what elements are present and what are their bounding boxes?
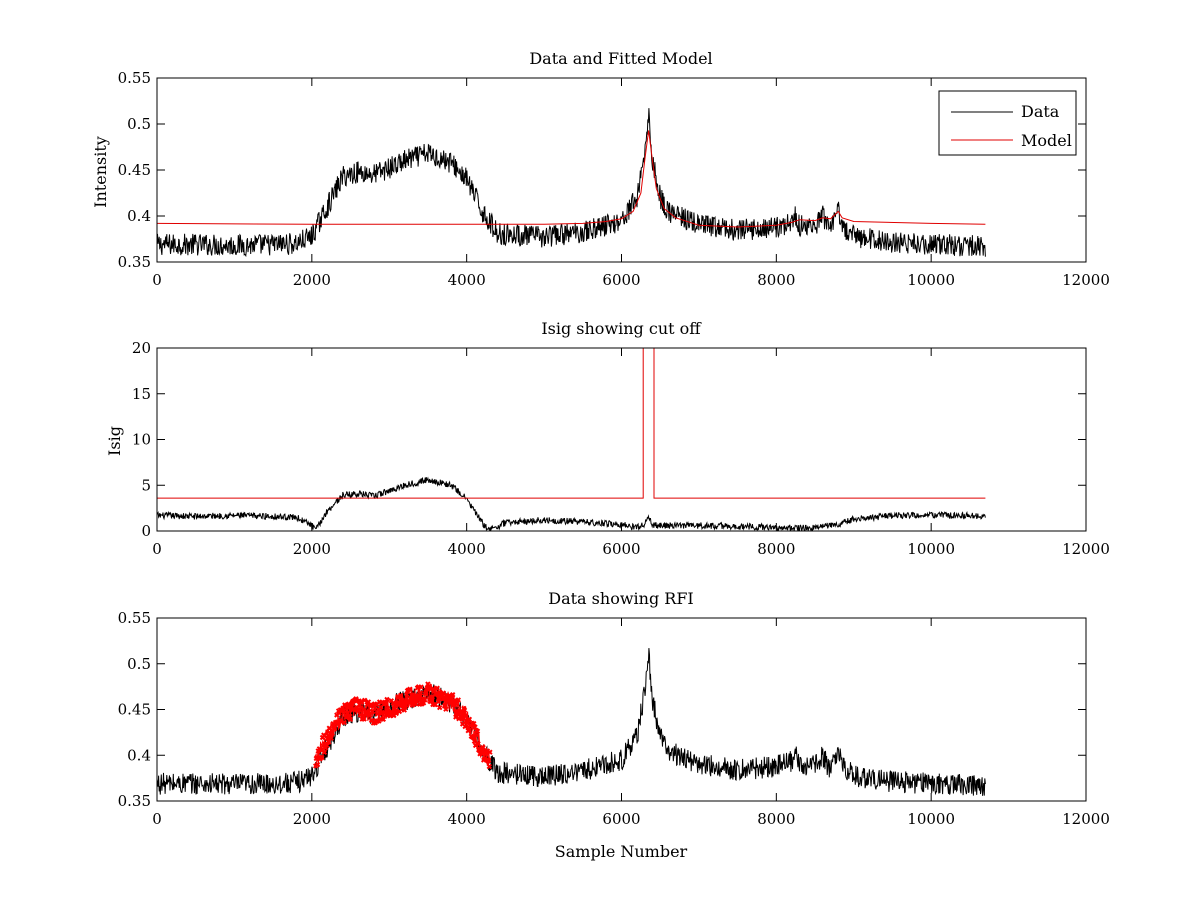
x-tick-label: 12000 [1062, 540, 1110, 558]
x-tick-label: 0 [152, 810, 162, 828]
tick-labels: 0 2000 4000 6000 8000 10000 12000 0 5 10 15 20 [132, 339, 1110, 558]
y-tick-label: 0.45 [118, 161, 151, 179]
x-tick-label: 4000 [448, 271, 486, 289]
legend-label-data: Data [1021, 102, 1060, 121]
x-tick-label: 6000 [602, 810, 640, 828]
series-line [157, 648, 986, 796]
x-tick-label: 4000 [448, 540, 486, 558]
series-line [157, 130, 986, 228]
series-line [157, 476, 986, 531]
x-tick-label: 12000 [1062, 271, 1110, 289]
x-tick-label: 10000 [907, 540, 955, 558]
y-tick-label: 0.35 [118, 792, 151, 810]
series-data [157, 108, 986, 258]
x-tick-label: 2000 [293, 540, 331, 558]
x-tick-label: 8000 [757, 271, 795, 289]
x-tick-label: 6000 [602, 271, 640, 289]
series-rfi [312, 681, 493, 770]
x-tick-label: 2000 [293, 271, 331, 289]
legend: Data Model [938, 90, 1077, 156]
x-tick-label: 0 [152, 540, 162, 558]
y-tick-label: 0.5 [127, 655, 151, 673]
x-tick-label: 10000 [907, 271, 955, 289]
series-isig [157, 476, 986, 531]
y-tick-label: 20 [132, 339, 151, 357]
y-tick-label: 0.4 [127, 746, 151, 764]
tick-labels: 0 2000 4000 6000 8000 10000 12000 0.35 0.4 0.45 0.… [118, 69, 1110, 289]
x-tick-label: 8000 [757, 810, 795, 828]
series-line [157, 108, 986, 258]
y-tick-label: 0.4 [127, 207, 151, 225]
tick-labels: 0 2000 4000 6000 8000 10000 12000 0.35 0.4 0.45 0.… [118, 609, 1110, 828]
y-tick-label: 0.35 [118, 253, 151, 271]
x-tick-label: 10000 [907, 810, 955, 828]
panel-data-and-fitted-model: Data and Fitted Model Intensity 0 2000 400… [91, 49, 1110, 289]
y-tick-label: 5 [141, 476, 151, 494]
x-tick-label: 6000 [602, 540, 640, 558]
y-tick-label: 15 [132, 385, 151, 403]
y-tick-label: 0.5 [127, 115, 151, 133]
x-tick-label: 4000 [448, 810, 486, 828]
x-tick-label: 12000 [1062, 810, 1110, 828]
y-tick-label: 0.45 [118, 701, 151, 719]
chart-title: Data showing RFI [548, 589, 693, 608]
chart-title: Data and Fitted Model [529, 49, 712, 68]
panel-isig-showing-cut-off: Isig showing cut off Isig 0 2000 4000 6000 8… [105, 319, 1110, 558]
y-tick-label: 0.55 [118, 609, 151, 627]
legend-label-model: Model [1021, 131, 1072, 150]
x-axis-label: Sample Number [555, 842, 688, 861]
series-cut-off [157, 348, 986, 499]
series-line [157, 348, 986, 499]
legend-box [938, 90, 1077, 156]
y-tick-label: 10 [132, 431, 151, 449]
series-model [157, 130, 986, 228]
series-line [315, 683, 491, 767]
y-tick-label: 0.55 [118, 69, 151, 87]
panel-data-showing-rfi: Data showing RFI Sample Number 0 2000 4000… [118, 589, 1110, 861]
series-data [157, 648, 986, 796]
x-tick-label: 0 [152, 271, 162, 289]
chart-title: Isig showing cut off [541, 319, 702, 338]
y-axis-label: Isig [105, 426, 124, 456]
x-tick-label: 8000 [757, 540, 795, 558]
y-tick-label: 0 [141, 522, 151, 540]
y-axis-label: Intensity [91, 136, 110, 208]
x-tick-label: 2000 [293, 810, 331, 828]
